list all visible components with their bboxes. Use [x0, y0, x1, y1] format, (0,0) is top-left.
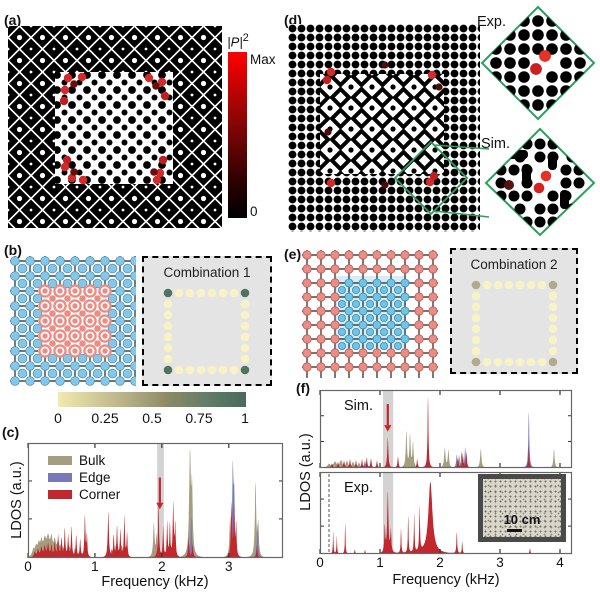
exp-plot-label: Exp.: [344, 480, 374, 496]
scale-bar: [507, 529, 522, 532]
intensity-colorbar-min: 0: [250, 204, 258, 219]
legend-item-corner: Corner: [48, 486, 120, 503]
colorbar-tick-025: 0.25: [91, 410, 119, 426]
intensity-colorbar-title: |P|2: [227, 32, 249, 50]
corner-state-dot: [540, 170, 552, 182]
x-tick-label: 0: [24, 559, 32, 574]
colorbar-tick-0: 0: [54, 410, 62, 426]
panel-b-label: (b): [4, 242, 22, 258]
dim-corner-dot: [504, 180, 514, 190]
combination-1-ring: [163, 288, 250, 375]
combination-2-title: Combination 2: [470, 257, 558, 272]
combination-1-title: Combination 1: [163, 265, 251, 280]
corner-state-dot: [530, 63, 542, 75]
panel-f-xlabel: Frequency (kHz): [392, 572, 500, 588]
panel-c-label: (c): [2, 424, 20, 440]
combination-colorbar: [58, 392, 246, 407]
combination-2-inset: Combination 2: [450, 248, 578, 374]
x-tick-label: 1: [376, 555, 384, 570]
ldos-spectrum-exp: 0 1 2 3 4: [316, 471, 573, 570]
corner-swatch: [48, 490, 72, 499]
sim-inset-label: Sim.: [481, 136, 510, 152]
corner-state-dots: [322, 61, 443, 189]
legend-item-edge: Edge: [48, 469, 120, 486]
x-tick-label: 0: [316, 555, 324, 570]
exp-inset-label: Exp.: [477, 14, 507, 30]
corner-state-dot: [533, 182, 545, 194]
x-tick-label: 1: [91, 559, 99, 574]
exp-zoom-inset: [480, 5, 596, 121]
corner-state-dots: [59, 72, 170, 185]
panel-d-sample-pattern: [288, 24, 480, 232]
corner-state-dot: [539, 50, 551, 62]
scale-bar-label: 10 cm: [503, 512, 541, 527]
panel-f-ylabel: LDOS (a.u.): [298, 433, 314, 511]
x-tick-label: 2: [158, 559, 166, 574]
colorbar-tick-1: 1: [241, 410, 249, 426]
bulk-label: Bulk: [79, 453, 106, 468]
spectrum-legend: Bulk Edge Corner: [48, 452, 120, 503]
x-tick-label: 3: [496, 555, 504, 570]
x-tick-label: 2: [436, 555, 444, 570]
edge-swatch: [48, 473, 72, 482]
x-tick-label: 3: [225, 559, 233, 574]
intensity-colorbar-max: Max: [250, 52, 276, 67]
panel-c-xlabel: Frequency (kHz): [101, 574, 209, 590]
legend-item-bulk: Bulk: [48, 452, 120, 469]
colorbar-tick-05: 0.5: [142, 410, 162, 426]
ldos-spectrum-sim: [319, 389, 573, 469]
ldos-spectrum-c: 0 1 2 3: [24, 442, 284, 574]
combination-2-ring: [471, 280, 558, 367]
panel-a-mode-pattern: [8, 26, 222, 228]
corner-label: Corner: [79, 487, 121, 502]
sim-zoom-inset: [484, 127, 596, 237]
panel-f-label: (f): [296, 380, 310, 396]
sample-photo-inset: 10 cm: [478, 474, 566, 542]
bulk-swatch: [48, 456, 72, 465]
panel-c-ylabel: LDOS (a.u.): [9, 461, 25, 539]
x-tick-label: 4: [556, 555, 564, 570]
panel-b-lattice: [10, 256, 136, 386]
sim-plot-label: Sim.: [344, 398, 373, 414]
panel-e-lattice: [302, 250, 438, 378]
panel-e-label: (e): [284, 246, 302, 262]
zoom-region-outline: [393, 140, 469, 216]
edge-label: Edge: [79, 470, 111, 485]
colorbar-tick-075: 0.75: [185, 410, 213, 426]
intensity-colorbar: [228, 52, 247, 218]
panel-a-label: (a): [4, 12, 22, 28]
combination-1-inset: Combination 1: [142, 256, 272, 386]
